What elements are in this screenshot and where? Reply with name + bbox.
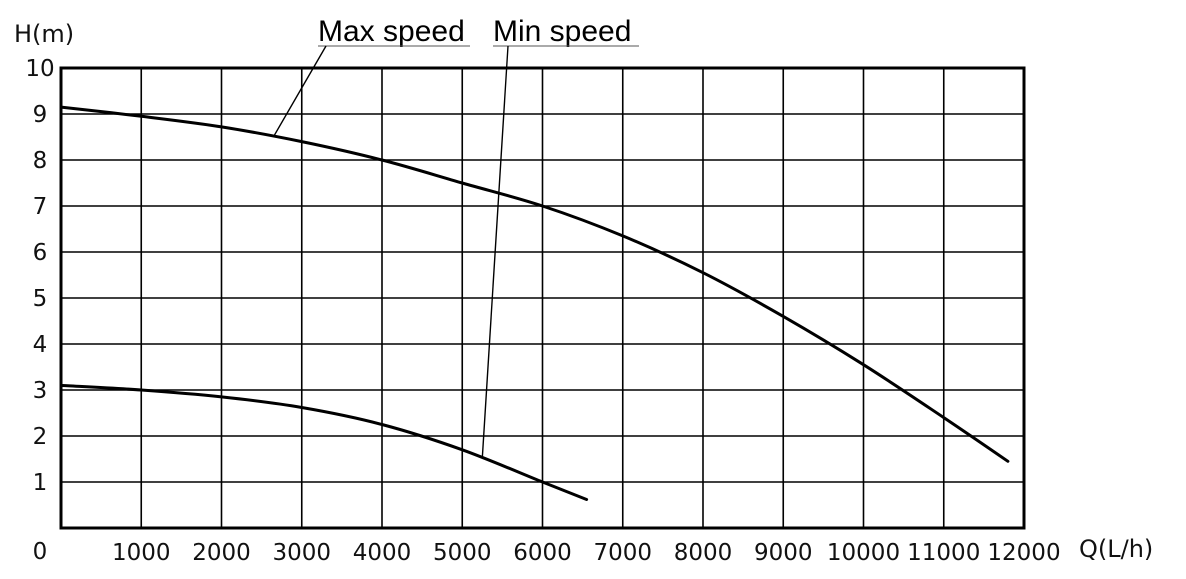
- y-axis-label: H(m): [14, 20, 74, 48]
- plot-frame: [59, 66, 1026, 530]
- y-tick-label: 1: [33, 470, 48, 496]
- x-tick-label: 5000: [433, 540, 492, 566]
- series-line-max-speed: [59, 105, 1010, 463]
- y-tick-label: 2: [33, 424, 48, 450]
- origin-label: 0: [33, 539, 48, 565]
- series-lines: [59, 105, 1010, 501]
- x-tick-label: 10000: [827, 540, 900, 566]
- y-tick-labels: 1 2 3 4 5 6 7 8 9 10: [25, 56, 54, 496]
- series-line-min-speed: [59, 383, 589, 501]
- x-tick-labels: 1000 2000 3000 4000 5000 6000 7000 8000 9000 1000…: [112, 540, 1061, 566]
- x-tick-label: 12000: [987, 540, 1060, 566]
- x-tick-label: 7000: [593, 540, 652, 566]
- annotation-label-max-speed: Max speed: [318, 15, 465, 48]
- y-tick-label: 8: [33, 148, 48, 174]
- x-tick-label: 4000: [353, 540, 412, 566]
- plot-border: [59, 66, 1026, 530]
- y-tick-label: 3: [33, 378, 48, 404]
- x-tick-label: 11000: [907, 540, 980, 566]
- y-tick-label: 4: [33, 332, 48, 358]
- x-tick-label: 2000: [192, 540, 251, 566]
- annotation-leader-line: [273, 45, 327, 137]
- y-tick-label: 5: [33, 286, 48, 312]
- x-tick-label: 8000: [674, 540, 733, 566]
- x-tick-label: 6000: [513, 540, 572, 566]
- y-tick-label: 9: [33, 102, 48, 128]
- x-tick-label: 1000: [112, 540, 171, 566]
- grid-lines: [61, 68, 1024, 528]
- annotations: Max speed Min speed: [273, 15, 639, 458]
- y-tick-label: 6: [33, 240, 48, 266]
- annotation-leader-line: [481, 45, 509, 458]
- annotation-label-min-speed: Min speed: [493, 15, 631, 48]
- x-tick-label: 9000: [754, 540, 813, 566]
- y-tick-label: 10: [25, 56, 54, 82]
- x-axis-label: Q(L/h): [1079, 535, 1153, 563]
- y-tick-label: 7: [33, 194, 48, 220]
- x-tick-label: 3000: [272, 540, 331, 566]
